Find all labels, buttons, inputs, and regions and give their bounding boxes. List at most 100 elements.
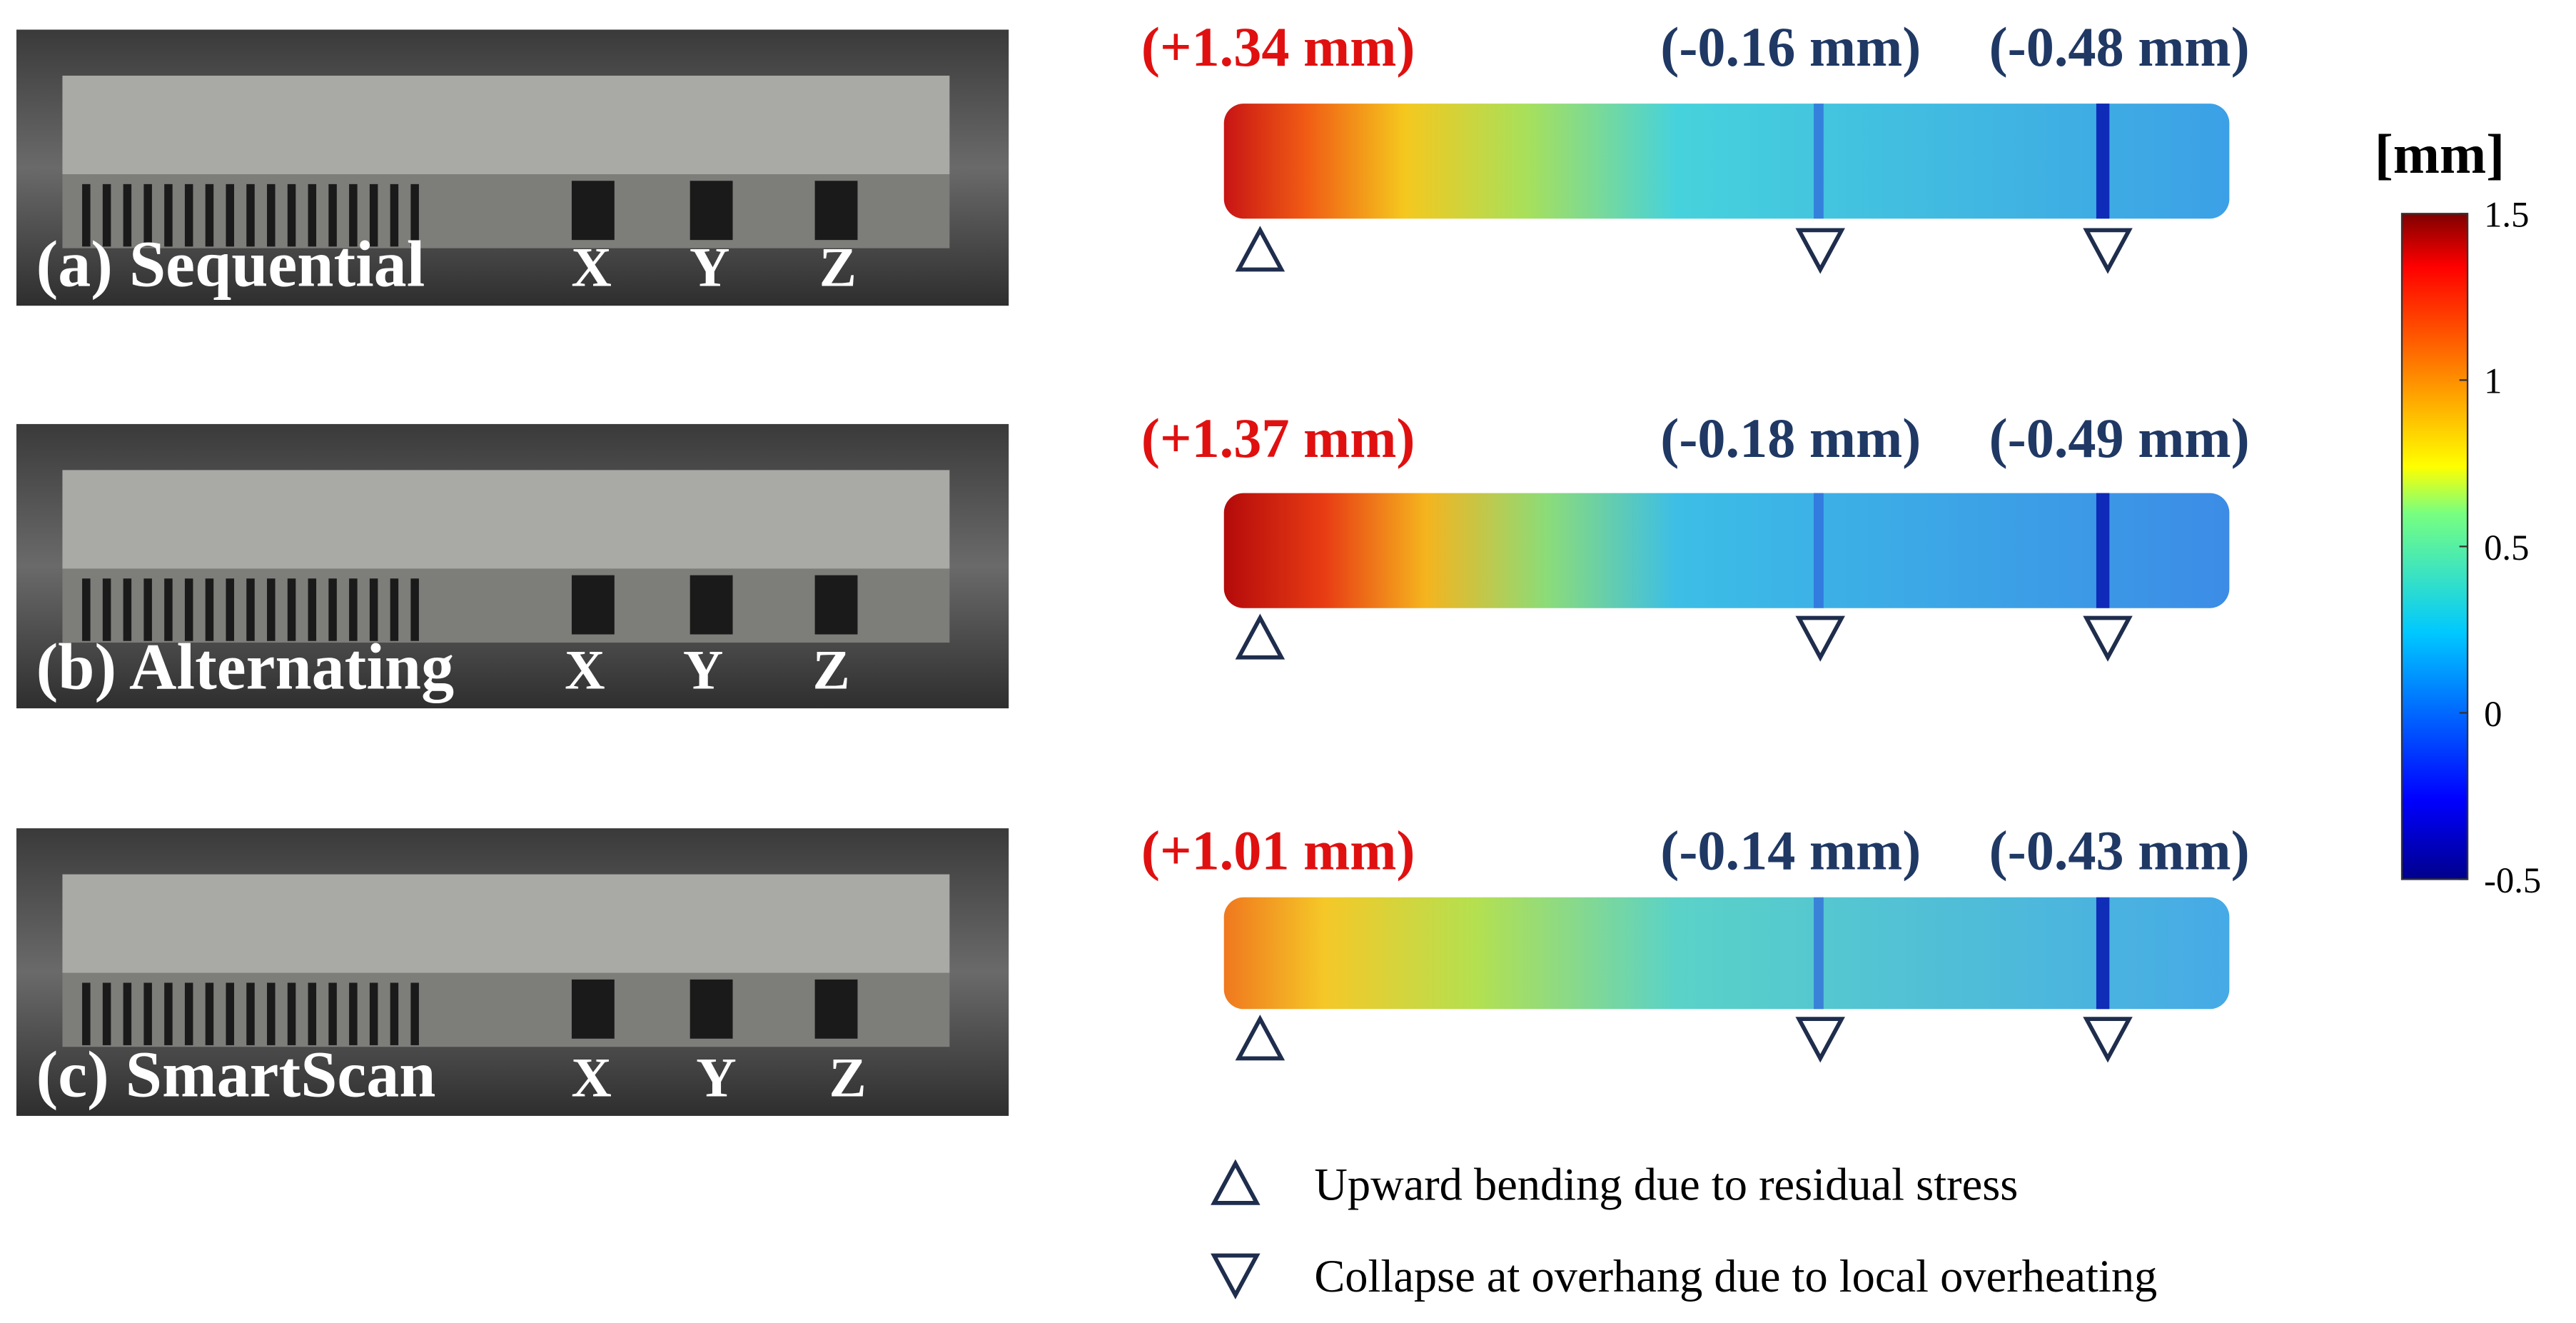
slot [369,183,378,247]
slot [123,183,132,247]
slot [226,982,234,1045]
panel-label: (c) SmartScan [36,1037,436,1110]
slot [123,578,132,641]
slot [267,183,276,247]
slot [102,578,111,641]
slot [390,982,399,1045]
slot [164,183,173,247]
slot [390,183,399,247]
collapse-marker [1795,615,1845,662]
slot [205,578,214,641]
deviation-label: (-0.14 mm) [1660,820,1921,882]
axis-letter: Z [813,638,850,700]
deviation-label: (-0.16 mm) [1660,16,1921,78]
part-top [62,470,950,569]
panel-label: (b) Alternating [36,630,454,703]
slot [308,578,317,641]
collapse-marker [1795,228,1845,274]
slot [287,982,296,1045]
axis-letter: Y [690,236,730,298]
hole [690,575,733,635]
hole [814,575,858,635]
dip-line [2096,493,2110,608]
heatmap [1223,897,2230,1010]
upward-marker [1235,226,1286,272]
legend-collapse-symbol [1211,1253,1261,1299]
slot [82,183,91,247]
dip-line [1814,897,1824,1010]
hole [571,181,615,241]
slot [369,982,378,1045]
slot [82,578,91,641]
slot [267,982,276,1045]
panel-label: (a) Sequential [36,228,425,301]
slot [102,982,111,1045]
slot [184,578,193,641]
dip-line [2096,897,2110,1010]
slot [267,578,276,641]
axis-letter: Z [819,236,857,298]
collapse-marker [2083,1017,2133,1063]
deviation-label: (-0.48 mm) [1989,16,2250,78]
collapse-marker [2083,228,2133,274]
deviation-label: (-0.43 mm) [1989,820,2250,882]
slot [328,183,337,247]
part-top [62,874,950,973]
slot [349,982,358,1045]
slot [308,982,317,1045]
colorbar [2400,213,2469,880]
slot [205,982,214,1045]
slot [143,578,152,641]
axis-letter: Y [683,638,724,700]
slot [205,183,214,247]
legend-text: Collapse at overhang due to local overhe… [1314,1251,2157,1302]
part-top [62,75,950,175]
deviation-label: (+1.01 mm) [1141,820,1415,882]
slot [328,982,337,1045]
slot [184,982,193,1045]
dip-line [1814,104,1824,219]
colorbar-tick-label: -0.5 [2484,860,2541,900]
slot [287,183,296,247]
slot [246,578,255,641]
slot [246,183,255,247]
slot [102,183,111,247]
deviation-label: (+1.37 mm) [1141,407,1415,469]
legend-text: Upward bending due to residual stress [1314,1159,2018,1209]
colorbar-tick-label: 0.5 [2484,528,2529,568]
axis-letter: X [571,236,612,298]
hole [571,575,615,635]
hole [690,181,733,241]
deviation-label: (-0.18 mm) [1660,407,1921,469]
slot [164,578,173,641]
slot [410,982,419,1045]
upward-marker [1235,613,1286,660]
slot [143,982,152,1045]
slot [184,183,193,247]
slot [308,183,317,247]
collapse-marker [1795,1017,1845,1063]
slot [123,982,132,1045]
hole [814,979,858,1039]
dip-line [2096,104,2110,219]
slot [164,982,173,1045]
hole [571,979,615,1039]
slot [410,183,419,247]
slot [328,578,337,641]
slot [369,578,378,641]
axis-letter: Y [696,1046,737,1108]
slot [226,183,234,247]
slot [349,578,358,641]
hole [814,181,858,241]
axis-letter: X [571,1046,612,1108]
upward-marker [1235,1015,1286,1061]
hole [690,979,733,1039]
deviation-label: (-0.49 mm) [1989,407,2250,469]
deviation-label: (+1.34 mm) [1141,16,1415,78]
heatmap [1223,104,2230,219]
collapse-marker [2083,615,2133,662]
slot [287,578,296,641]
colorbar-tick-label: 1.5 [2484,195,2529,235]
axis-letter: Z [829,1046,867,1108]
